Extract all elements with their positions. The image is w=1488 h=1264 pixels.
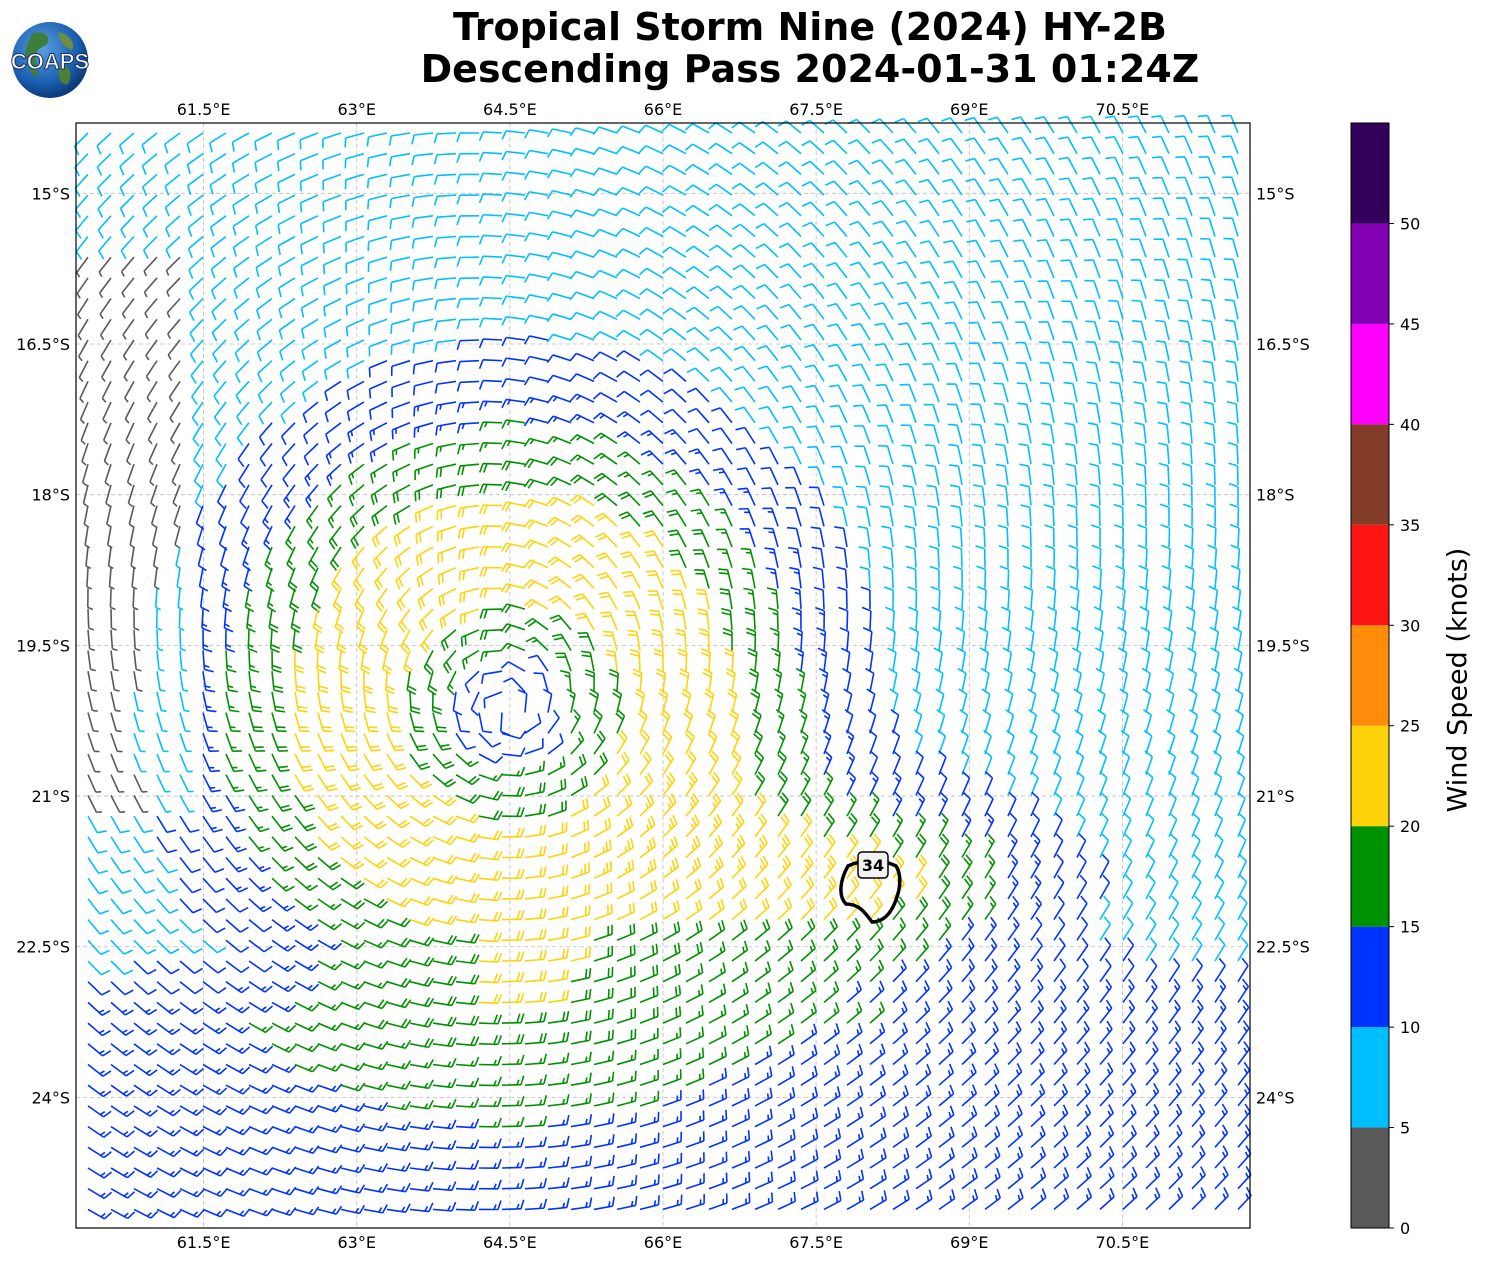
- colorbar-tick-label: 40: [1400, 415, 1420, 434]
- wind-barb: [1104, 115, 1124, 134]
- logo-text: COAPS: [11, 49, 89, 74]
- wind-barb: [592, 126, 618, 136]
- wind-barb: [615, 125, 641, 134]
- colorbar-bin: [1351, 926, 1389, 1028]
- wind-barb: [163, 132, 181, 154]
- colorbar-tick-label: 10: [1400, 1018, 1420, 1037]
- colorbar-bin: [1351, 323, 1389, 425]
- wind-barb: [987, 116, 1009, 134]
- colorbar-tick-label: 30: [1400, 616, 1420, 635]
- colorbar-tick-label: 5: [1400, 1119, 1410, 1138]
- wind-barb: [254, 132, 273, 151]
- colorbar-tick-label: 35: [1400, 516, 1420, 535]
- wind-barb: [1057, 115, 1078, 134]
- wind-barb: [708, 122, 733, 134]
- wind-barb: [276, 132, 296, 151]
- wind-barb: [941, 117, 963, 134]
- coaps-globe-logo-icon: COAPS: [10, 22, 90, 98]
- wind-barb: [456, 132, 480, 143]
- wind-barb: [433, 132, 457, 144]
- colorbar-tick-label: 50: [1400, 214, 1420, 233]
- colorbar-tick-label: 15: [1400, 918, 1420, 937]
- colorbar-bin: [1351, 826, 1389, 927]
- wind-barb: [209, 132, 227, 153]
- wind-barb: [501, 130, 526, 140]
- graticule: [76, 123, 1250, 1228]
- colorbar-label: Wind Speed (knots): [1442, 547, 1474, 813]
- wind-barb: [231, 132, 250, 152]
- wind-barb: [322, 132, 342, 149]
- wind-barb: [366, 132, 388, 147]
- wind-barbs: [73, 114, 1252, 1220]
- colorbar-tick-label: 25: [1400, 717, 1420, 736]
- wind-barb: [684, 122, 710, 134]
- wind-barb: [894, 117, 917, 134]
- wind-barb: [1011, 116, 1032, 134]
- wind-barb: [478, 131, 503, 141]
- colorbar-bin: [1351, 1127, 1389, 1228]
- wind-barb: [871, 118, 894, 134]
- wind-barb: [661, 123, 687, 134]
- wind-barb: [388, 132, 411, 146]
- wind-barb: [73, 132, 89, 156]
- colorbar-tick-label: 20: [1400, 817, 1420, 836]
- colorbar-bins: [1351, 123, 1389, 1228]
- wind-barb: [141, 132, 158, 155]
- title-line-2: Descending Pass 2024-01-31 01:24Z: [420, 47, 1200, 91]
- colorbar-bin: [1351, 223, 1389, 324]
- colorbar-bin: [1351, 424, 1389, 525]
- colorbar-bin: [1351, 123, 1389, 224]
- wind-barb: [1034, 116, 1055, 134]
- wind-barb: [1081, 115, 1101, 134]
- wind-barb: [964, 116, 986, 134]
- wind-barb: [344, 132, 365, 148]
- title-line-1: Tropical Storm Nine (2024) HY-2B: [453, 5, 1167, 49]
- wind-barb: [824, 119, 848, 134]
- wind-barb: [186, 132, 204, 153]
- colorbar-label-box: Wind Speed (knots): [1423, 540, 1488, 820]
- wind-barb: [299, 132, 319, 150]
- wind-barb: [524, 129, 549, 139]
- colorbar-tick-label: 0: [1400, 1219, 1410, 1238]
- colorbar-bin: [1351, 1027, 1389, 1128]
- wind-barb: [96, 132, 112, 155]
- colorbar-bin: [1351, 725, 1389, 827]
- colorbar-bin: [1351, 625, 1389, 726]
- wind-barb: [917, 117, 940, 134]
- wind-barb: [411, 132, 434, 145]
- wind-barb: [638, 124, 664, 134]
- wind-barb: [569, 127, 595, 137]
- colorbar-bin: [1351, 524, 1389, 626]
- colorbar-tick-label: 45: [1400, 315, 1420, 334]
- wind-barb: [118, 132, 135, 155]
- colorbar-ticks: 0 5 10 15 20 25 30 35 40 45 50: [1389, 214, 1420, 1238]
- wind-barb: [546, 128, 572, 138]
